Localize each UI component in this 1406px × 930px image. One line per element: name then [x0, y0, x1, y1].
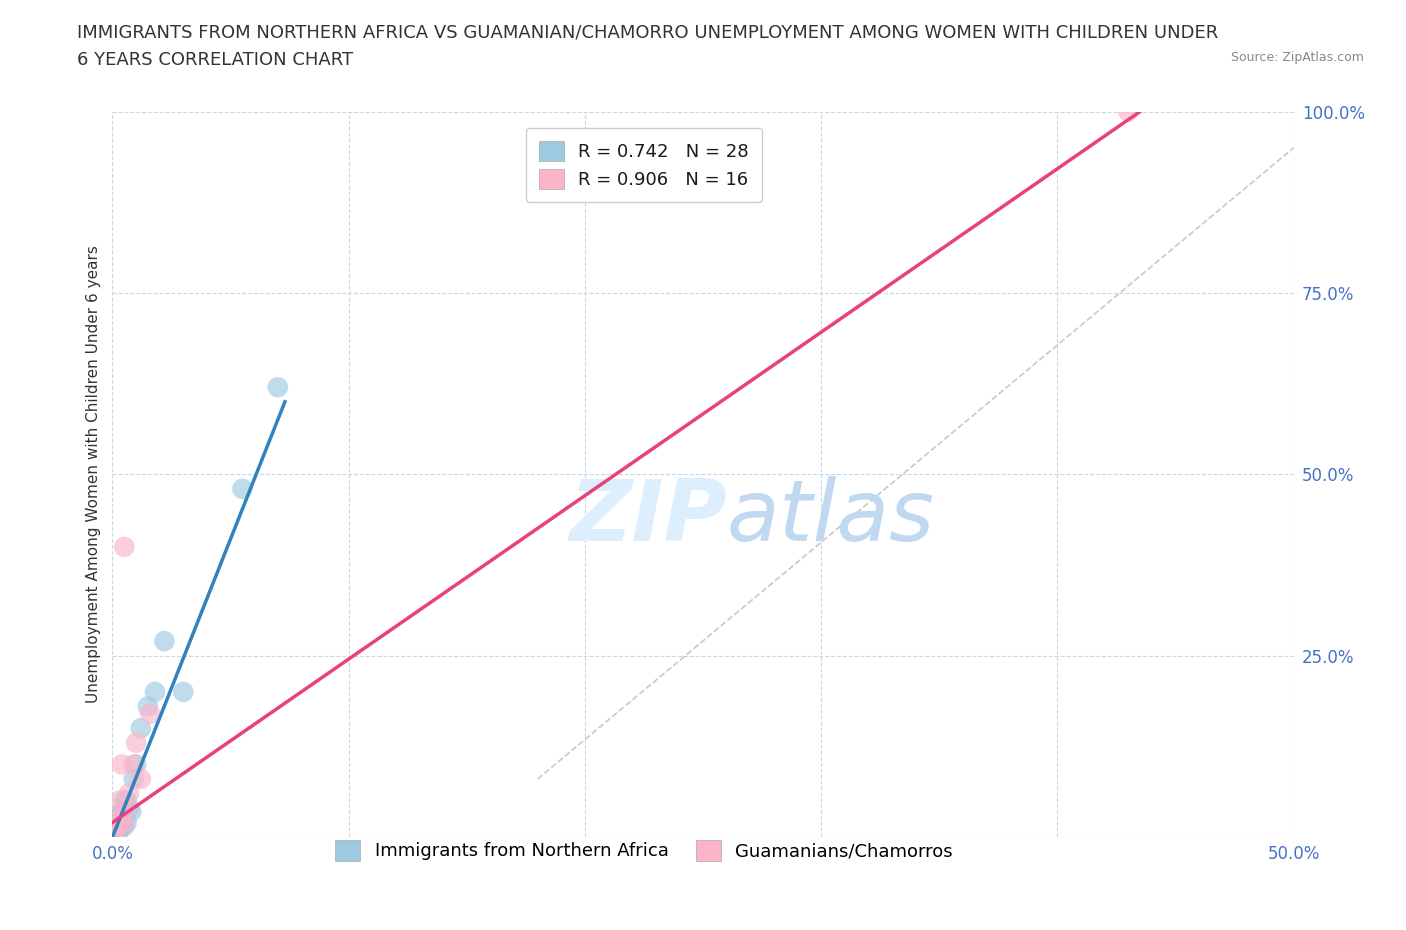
- Point: [108, 815, 131, 830]
- Text: Source: ZipAtlas.com: Source: ZipAtlas.com: [1230, 51, 1364, 64]
- Point: [118, 786, 141, 801]
- Point: [108, 822, 131, 837]
- Point: [104, 826, 127, 841]
- Point: [136, 699, 159, 714]
- Point: [105, 818, 128, 833]
- Text: 6 YEARS CORRELATION CHART: 6 YEARS CORRELATION CHART: [77, 51, 353, 69]
- Point: [125, 736, 148, 751]
- Point: [112, 815, 135, 830]
- Point: [139, 706, 162, 721]
- Point: [108, 811, 131, 827]
- Point: [112, 808, 135, 823]
- Point: [105, 826, 128, 841]
- Point: [129, 772, 152, 787]
- Point: [112, 818, 135, 833]
- Point: [111, 757, 134, 772]
- Point: [105, 815, 128, 830]
- Point: [108, 808, 131, 823]
- Point: [129, 721, 152, 736]
- Text: ZIP: ZIP: [569, 476, 727, 559]
- Point: [111, 815, 134, 830]
- Point: [120, 804, 142, 819]
- Point: [231, 482, 253, 497]
- Point: [1116, 104, 1139, 119]
- Point: [105, 815, 128, 830]
- Point: [122, 757, 145, 772]
- Point: [125, 757, 148, 772]
- Text: IMMIGRANTS FROM NORTHERN AFRICA VS GUAMANIAN/CHAMORRO UNEMPLOYMENT AMONG WOMEN W: IMMIGRANTS FROM NORTHERN AFRICA VS GUAMA…: [77, 23, 1219, 41]
- Point: [112, 793, 135, 808]
- Point: [112, 811, 135, 827]
- Point: [115, 801, 138, 816]
- Point: [104, 826, 127, 841]
- Point: [115, 815, 138, 830]
- Y-axis label: Unemployment Among Women with Children Under 6 years: Unemployment Among Women with Children U…: [86, 246, 101, 703]
- Text: atlas: atlas: [727, 476, 935, 559]
- Point: [122, 772, 145, 787]
- Point: [143, 684, 166, 699]
- Point: [105, 818, 128, 833]
- Point: [112, 539, 135, 554]
- Point: [172, 684, 194, 699]
- Point: [104, 822, 127, 837]
- Point: [104, 822, 127, 837]
- Point: [115, 793, 138, 808]
- Point: [267, 379, 290, 394]
- Point: [111, 804, 134, 819]
- Point: [111, 818, 134, 833]
- Point: [108, 793, 131, 808]
- Point: [118, 801, 141, 816]
- Point: [153, 633, 176, 648]
- Legend: Immigrants from Northern Africa, Guamanians/Chamorros: Immigrants from Northern Africa, Guamani…: [328, 832, 960, 868]
